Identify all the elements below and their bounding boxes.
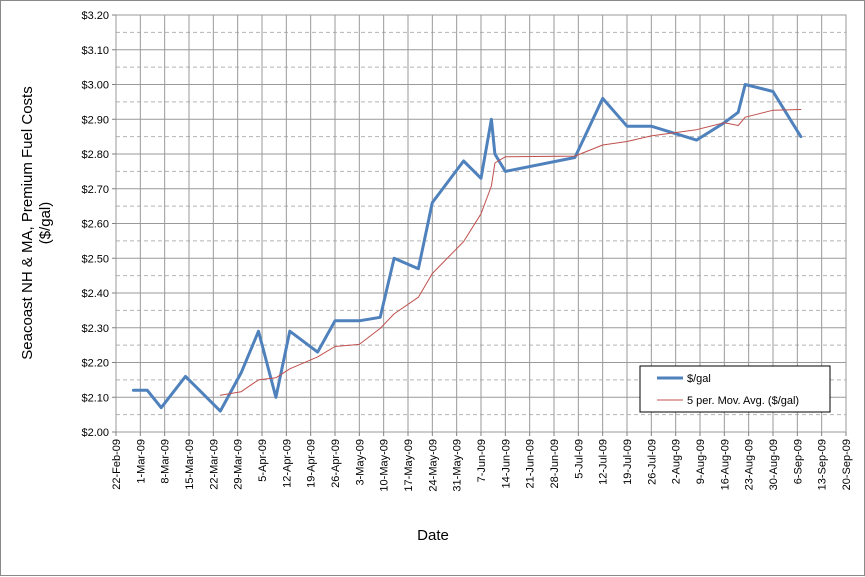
y-tick-label: $3.00	[81, 80, 109, 92]
legend: $/gal 5 per. Mov. Avg. ($/gal)	[639, 365, 831, 413]
y-tick-label: $3.20	[81, 10, 109, 22]
x-tick-label: 19-Jul-09	[622, 439, 634, 485]
y-axis-title-line-1: Seacoast NH & MA, Premium Fuel Costs	[19, 86, 36, 359]
x-tick-label: 26-Apr-09	[330, 439, 342, 488]
x-tick-label: 22-Feb-09	[111, 439, 123, 490]
x-tick-label: 3-May-09	[354, 439, 366, 485]
x-tick-label: 1-Mar-09	[135, 439, 147, 484]
x-tick-label: 14-Jun-09	[500, 439, 512, 489]
x-tick-label: 7-Jun-09	[476, 439, 488, 482]
x-tick-label: 24-May-09	[427, 439, 439, 492]
y-tick-label: $2.10	[81, 392, 109, 404]
x-tick-label: 31-May-09	[452, 439, 464, 492]
legend-box	[639, 365, 831, 413]
x-tick-label: 10-May-09	[379, 439, 391, 492]
y-tick-label: $2.20	[81, 358, 109, 370]
x-tick-label: 5-Apr-09	[257, 439, 269, 482]
x-tick-label: 22-Mar-09	[208, 439, 220, 490]
series-line-price	[131, 83, 803, 413]
x-tick-label: 17-May-09	[403, 439, 415, 492]
y-tick-label: $2.50	[81, 253, 109, 265]
y-tick-label: $3.10	[81, 45, 109, 57]
x-tick-label: 29-Mar-09	[233, 439, 245, 490]
legend-label-price: $/gal	[687, 373, 711, 385]
y-axis-title-line-2: ($/gal)	[37, 202, 54, 245]
x-tick-label: 9-Aug-09	[695, 439, 707, 484]
x-tick-label: 19-Apr-09	[306, 439, 318, 488]
x-tick-label: 30-Aug-09	[768, 439, 780, 490]
x-axis-ticks: 22-Feb-09 1-Mar-09 8-Mar-09 15-Mar-09 22-Mar…	[111, 432, 853, 492]
legend-label-moving-average: 5 per. Mov. Avg. ($/gal)	[687, 395, 799, 407]
series-line-moving-average	[219, 109, 802, 396]
x-tick-label: 5-Jul-09	[573, 439, 585, 479]
x-tick-label: 28-Jun-09	[549, 439, 561, 489]
y-tick-label: $2.40	[81, 288, 109, 300]
x-tick-label: 15-Mar-09	[184, 439, 196, 490]
series-lines	[131, 83, 803, 413]
y-tick-label: $2.00	[81, 427, 109, 439]
x-tick-label: 13-Sep-09	[817, 439, 829, 490]
x-tick-label: 16-Aug-09	[719, 439, 731, 490]
x-tick-label: 2-Aug-09	[671, 439, 683, 484]
y-tick-label: $2.80	[81, 149, 109, 161]
x-tick-label: 26-Jul-09	[646, 439, 658, 485]
x-tick-label: 12-Apr-09	[281, 439, 293, 488]
x-tick-label: 12-Jul-09	[598, 439, 610, 485]
x-tick-label: 23-Aug-09	[744, 439, 756, 490]
y-tick-label: $2.60	[81, 219, 109, 231]
grid-lines	[115, 14, 847, 433]
x-tick-label: 20-Sep-09	[841, 439, 853, 490]
x-tick-label: 6-Sep-09	[792, 439, 804, 484]
x-tick-label: 8-Mar-09	[160, 439, 172, 484]
x-axis-title: Date	[417, 527, 449, 544]
y-axis-ticks: $2.00 $2.10 $2.20 $2.30 $2.40 $2.50 $2.60 $2.70…	[81, 10, 116, 439]
y-tick-label: $2.30	[81, 323, 109, 335]
y-tick-label: $2.90	[81, 114, 109, 126]
x-tick-label: 21-Jun-09	[525, 439, 537, 489]
y-tick-label: $2.70	[81, 184, 109, 196]
